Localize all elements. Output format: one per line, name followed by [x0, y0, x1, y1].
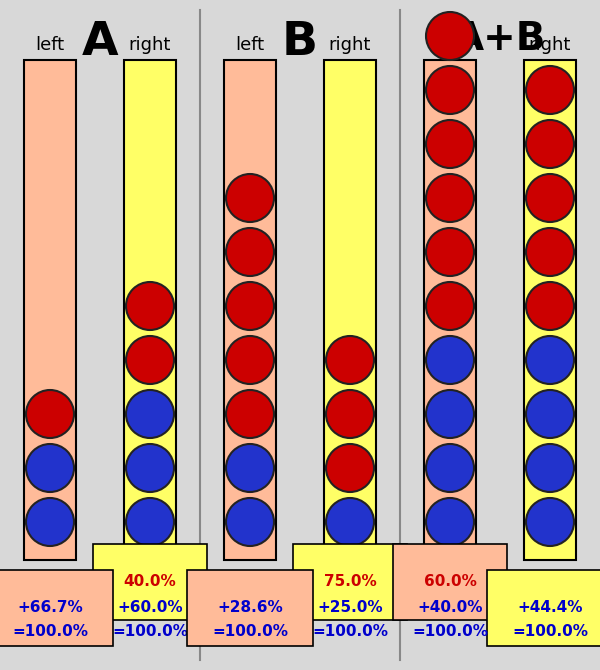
FancyBboxPatch shape	[124, 60, 176, 560]
Text: =100.0%: =100.0%	[12, 624, 88, 639]
FancyBboxPatch shape	[524, 60, 576, 560]
Circle shape	[226, 498, 274, 546]
Circle shape	[526, 228, 574, 276]
Circle shape	[426, 282, 474, 330]
Circle shape	[226, 336, 274, 384]
Circle shape	[526, 282, 574, 330]
Circle shape	[26, 444, 74, 492]
Text: +44.4%: +44.4%	[517, 600, 583, 616]
Text: right: right	[129, 36, 171, 54]
Circle shape	[126, 282, 174, 330]
Text: 60.0%: 60.0%	[424, 574, 476, 590]
Circle shape	[426, 12, 474, 60]
Circle shape	[426, 120, 474, 168]
Text: =100.0%: =100.0%	[312, 624, 388, 639]
Text: A+B: A+B	[454, 20, 546, 58]
Text: 75.0%: 75.0%	[323, 574, 376, 590]
Circle shape	[26, 390, 74, 438]
Circle shape	[526, 390, 574, 438]
Circle shape	[426, 498, 474, 546]
Circle shape	[526, 444, 574, 492]
Text: 71.4%: 71.4%	[224, 574, 277, 590]
Text: +60.0%: +60.0%	[117, 600, 183, 616]
Circle shape	[526, 66, 574, 114]
Circle shape	[26, 498, 74, 546]
Text: =100.0%: =100.0%	[112, 624, 188, 639]
Circle shape	[526, 336, 574, 384]
Circle shape	[426, 336, 474, 384]
Circle shape	[426, 390, 474, 438]
Circle shape	[126, 444, 174, 492]
Circle shape	[426, 228, 474, 276]
Circle shape	[126, 498, 174, 546]
Text: +40.0%: +40.0%	[417, 600, 483, 616]
Circle shape	[226, 282, 274, 330]
Circle shape	[126, 336, 174, 384]
Circle shape	[526, 174, 574, 222]
Text: +28.6%: +28.6%	[217, 600, 283, 616]
Circle shape	[326, 444, 374, 492]
Text: 55.6%: 55.6%	[524, 574, 577, 590]
Circle shape	[426, 66, 474, 114]
Circle shape	[226, 390, 274, 438]
FancyBboxPatch shape	[24, 60, 76, 560]
Text: B: B	[282, 20, 318, 65]
Circle shape	[526, 120, 574, 168]
Text: +25.0%: +25.0%	[317, 600, 383, 616]
Circle shape	[526, 498, 574, 546]
Circle shape	[326, 336, 374, 384]
Text: left: left	[35, 36, 65, 54]
Circle shape	[226, 174, 274, 222]
FancyBboxPatch shape	[224, 60, 276, 560]
Text: left: left	[436, 36, 464, 54]
Circle shape	[426, 444, 474, 492]
FancyBboxPatch shape	[324, 60, 376, 560]
Text: 40.0%: 40.0%	[124, 574, 176, 590]
Text: =100.0%: =100.0%	[212, 624, 288, 639]
Text: 33.3%: 33.3%	[23, 574, 76, 590]
Text: right: right	[529, 36, 571, 54]
Circle shape	[226, 228, 274, 276]
Circle shape	[126, 390, 174, 438]
Text: =100.0%: =100.0%	[412, 624, 488, 639]
Text: right: right	[329, 36, 371, 54]
Circle shape	[326, 390, 374, 438]
Circle shape	[426, 174, 474, 222]
Circle shape	[326, 498, 374, 546]
Text: =100.0%: =100.0%	[512, 624, 588, 639]
FancyBboxPatch shape	[424, 60, 476, 560]
Text: left: left	[235, 36, 265, 54]
Text: +66.7%: +66.7%	[17, 600, 83, 616]
Text: A: A	[82, 20, 118, 65]
Circle shape	[226, 444, 274, 492]
